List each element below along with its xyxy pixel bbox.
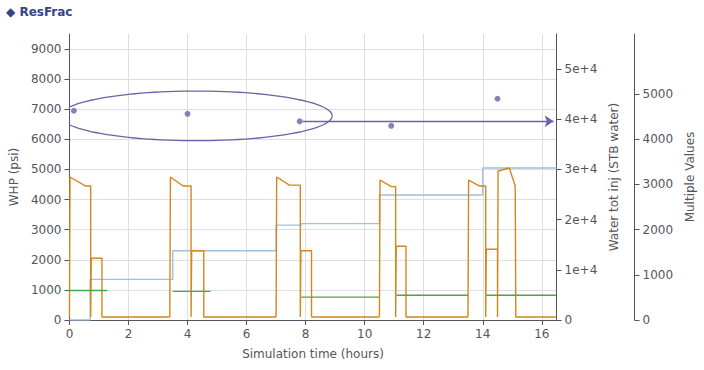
svg-text:0: 0 (66, 327, 74, 341)
svg-text:1000: 1000 (31, 283, 62, 297)
svg-text:4000: 4000 (643, 132, 674, 146)
svg-text:6: 6 (243, 327, 251, 341)
svg-text:0: 0 (643, 313, 651, 327)
svg-text:8: 8 (302, 327, 310, 341)
svg-text:12: 12 (416, 327, 431, 341)
svg-text:2: 2 (125, 327, 133, 341)
svg-text:6000: 6000 (31, 132, 62, 146)
svg-text:2000: 2000 (31, 253, 62, 267)
svg-text:0: 0 (565, 313, 573, 327)
svg-text:3000: 3000 (643, 177, 674, 191)
svg-text:5e+4: 5e+4 (565, 62, 598, 76)
svg-text:WHP (psi): WHP (psi) (7, 148, 21, 207)
svg-text:Simulation time (hours): Simulation time (hours) (242, 347, 384, 361)
svg-text:5000: 5000 (643, 87, 674, 101)
svg-text:0: 0 (54, 313, 62, 327)
svg-text:1000: 1000 (643, 268, 674, 282)
svg-text:4: 4 (184, 327, 192, 341)
svg-text:4e+4: 4e+4 (565, 112, 598, 126)
svg-text:Water tot inj (STB water): Water tot inj (STB water) (607, 103, 621, 252)
svg-text:9000: 9000 (31, 42, 62, 56)
svg-text:2e+4: 2e+4 (565, 213, 598, 227)
svg-text:5000: 5000 (31, 162, 62, 176)
svg-text:1e+4: 1e+4 (565, 263, 598, 277)
svg-text:2000: 2000 (643, 223, 674, 237)
svg-text:3000: 3000 (31, 223, 62, 237)
svg-text:Multiple Values: Multiple Values (683, 132, 697, 223)
svg-text:3e+4: 3e+4 (565, 162, 598, 176)
svg-text:8000: 8000 (31, 72, 62, 86)
svg-text:◆ ResFrac: ◆ ResFrac (6, 5, 73, 19)
svg-text:4000: 4000 (31, 193, 62, 207)
svg-text:7000: 7000 (31, 102, 62, 116)
svg-text:14: 14 (475, 327, 490, 341)
svg-text:10: 10 (357, 327, 372, 341)
svg-text:16: 16 (534, 327, 549, 341)
